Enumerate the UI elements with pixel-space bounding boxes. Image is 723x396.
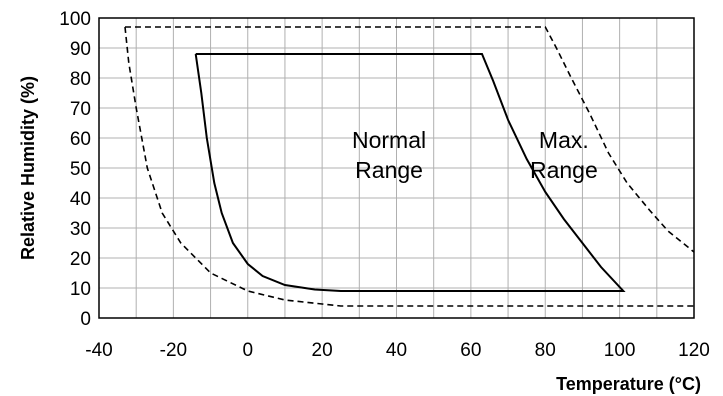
y-axis-label: Relative Humidity (%) bbox=[18, 76, 38, 260]
tick-labels: -40 -20 0 20 40 60 80 100 120 0 10 20 30 40 50 60 70 80 90… bbox=[59, 9, 710, 361]
grid bbox=[99, 18, 694, 318]
y-tick-label: 50 bbox=[70, 159, 91, 180]
normal-range-boundary-0 bbox=[194, 53, 626, 292]
x-tick-label: 20 bbox=[312, 340, 333, 361]
x-tick-label: 120 bbox=[678, 340, 710, 361]
series-group bbox=[124, 26, 695, 307]
y-tick-label: 40 bbox=[70, 189, 91, 210]
y-tick-label: 80 bbox=[70, 69, 91, 90]
y-tick-label: 0 bbox=[80, 309, 91, 330]
x-tick-label: 40 bbox=[386, 340, 407, 361]
y-tick-label: 20 bbox=[70, 249, 91, 270]
max-range-boundary-2 bbox=[125, 26, 695, 253]
max-range-boundary-1 bbox=[124, 26, 694, 307]
y-tick-label: 10 bbox=[70, 279, 91, 300]
x-tick-label: 100 bbox=[604, 340, 636, 361]
plot-frame bbox=[98, 17, 695, 319]
x-tick-label: -20 bbox=[160, 340, 187, 361]
x-tick-label: 80 bbox=[535, 340, 556, 361]
y-tick-label: 30 bbox=[70, 219, 91, 240]
y-tick-label: 60 bbox=[70, 129, 91, 150]
y-tick-label: 70 bbox=[70, 99, 91, 120]
y-tick-label: 90 bbox=[70, 39, 91, 60]
region-annotation: Normal Range bbox=[352, 127, 426, 183]
y-tick-label: 100 bbox=[59, 9, 91, 30]
x-tick-label: 0 bbox=[242, 340, 253, 361]
region-annotation: Max. Range bbox=[530, 127, 598, 183]
x-axis-label: Temperature (°C) bbox=[556, 374, 701, 394]
annotations: Normal Range Max. Range bbox=[352, 127, 598, 183]
x-tick-label: 60 bbox=[460, 340, 481, 361]
x-tick-label: -40 bbox=[85, 340, 112, 361]
